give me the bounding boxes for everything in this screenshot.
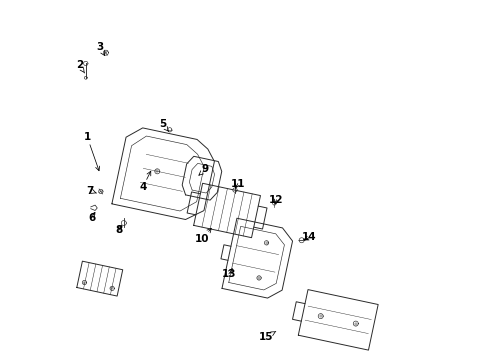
Polygon shape: [194, 183, 261, 238]
Text: 9: 9: [199, 164, 209, 175]
Text: 12: 12: [270, 195, 284, 205]
Text: 10: 10: [195, 228, 211, 244]
Text: 14: 14: [302, 232, 317, 242]
Polygon shape: [182, 156, 222, 200]
Text: 8: 8: [115, 225, 122, 235]
Text: 13: 13: [221, 269, 236, 279]
Polygon shape: [222, 218, 293, 298]
Text: 15: 15: [259, 332, 276, 342]
Polygon shape: [77, 261, 122, 296]
Text: 1: 1: [84, 132, 99, 171]
Text: 11: 11: [231, 179, 245, 189]
Polygon shape: [112, 128, 215, 220]
Text: 6: 6: [88, 212, 95, 222]
Text: 7: 7: [86, 186, 97, 196]
Text: 5: 5: [159, 120, 169, 131]
Text: 2: 2: [75, 60, 85, 73]
Text: 4: 4: [139, 171, 151, 192]
Text: 3: 3: [96, 42, 105, 55]
Polygon shape: [298, 289, 378, 350]
